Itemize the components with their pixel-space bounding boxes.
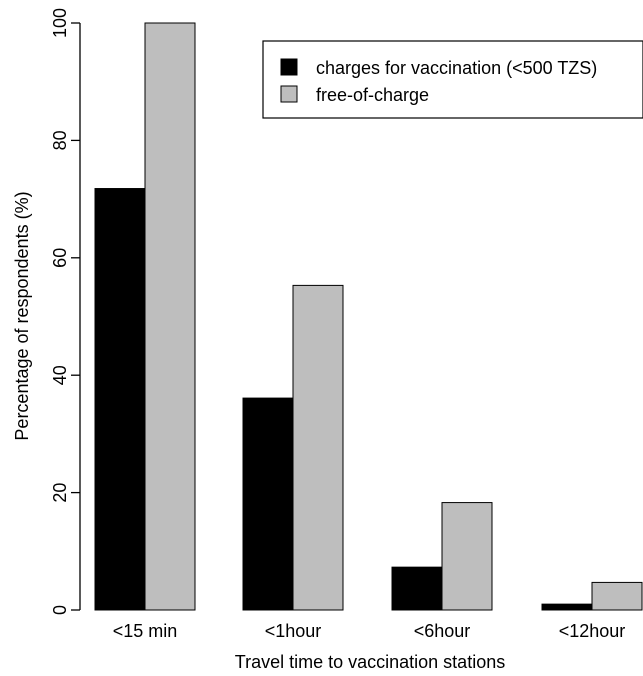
y-tick-label: 40 [50,365,70,385]
y-tick-label: 0 [50,605,70,615]
legend-swatch-charges [280,58,298,76]
legend: charges for vaccination (<500 TZS) free-… [262,40,643,119]
bar [391,566,443,611]
bar [144,22,196,611]
x-tick-label: <12hour [559,621,626,641]
bar [541,603,593,611]
y-tick-label: 60 [50,248,70,268]
y-tick-label: 100 [50,8,70,38]
legend-label-free: free-of-charge [316,85,429,105]
x-axis-label: Travel time to vaccination stations [235,652,505,672]
bar [441,502,493,611]
x-tick-label: <1hour [265,621,322,641]
x-tick-label: <6hour [414,621,471,641]
bars-layer [94,22,643,611]
x-ticks: <15 min <1hour <6hour <12hour [113,621,626,641]
y-ticks: 0 20 40 60 80 100 [50,8,80,615]
x-tick-label: <15 min [113,621,178,641]
legend-swatch-free [280,85,298,103]
y-axis-label: Percentage of respondents (%) [12,191,32,440]
legend-box [262,40,643,119]
bar [242,397,294,611]
bar [94,188,146,611]
y-tick-label: 20 [50,483,70,503]
y-tick-label: 80 [50,130,70,150]
legend-label-charges: charges for vaccination (<500 TZS) [316,58,597,78]
bar [591,581,643,611]
bar [292,284,344,611]
